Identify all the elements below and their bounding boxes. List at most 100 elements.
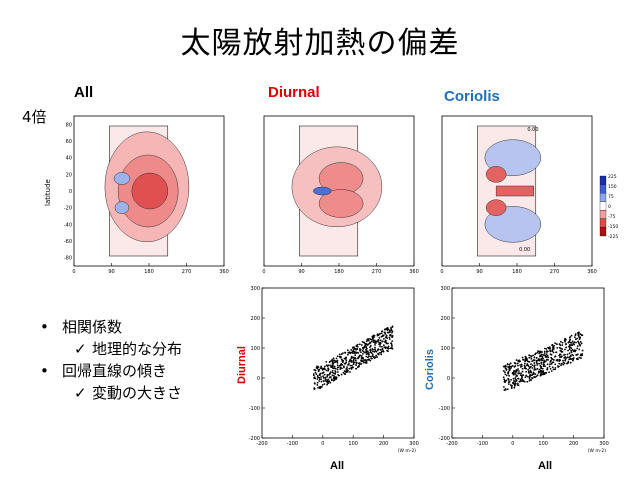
scatter-point	[533, 368, 536, 371]
colorbar-tick: 150	[608, 184, 617, 190]
scatter-point	[341, 367, 343, 370]
scatter-point	[333, 361, 336, 364]
scatter-point	[333, 365, 336, 368]
scatter-point	[526, 380, 529, 383]
scatter-point	[317, 386, 319, 389]
scatter-point	[351, 364, 353, 367]
scatter-point	[324, 376, 326, 379]
scatter-point	[556, 359, 559, 362]
scatter-point	[380, 351, 382, 354]
y-tick-label: 80	[66, 122, 72, 128]
scatter-point	[352, 366, 355, 369]
scatter-point	[511, 364, 514, 367]
scatter-point	[362, 353, 364, 355]
scatter-point	[574, 333, 577, 335]
scatter-point	[355, 367, 358, 370]
scatter-point	[366, 338, 369, 341]
scatter-point	[504, 365, 507, 368]
scatter-point	[510, 387, 513, 390]
scatter-point	[375, 340, 378, 343]
scatter-point	[331, 374, 334, 377]
scatter-point	[560, 347, 562, 350]
scatter-point	[387, 347, 389, 349]
scatter-point	[335, 377, 338, 380]
scatter-point	[325, 380, 328, 383]
scatter-point	[360, 356, 363, 359]
scatter-point	[339, 356, 342, 359]
scatter-point	[523, 365, 526, 368]
scatter-point	[363, 346, 366, 349]
unit-label: (W m-2)	[398, 448, 417, 454]
scatter-point	[345, 371, 348, 374]
scatter-point	[565, 346, 568, 349]
scatter-point	[522, 380, 525, 382]
scatter-point	[389, 330, 391, 333]
scatter-point	[527, 360, 529, 363]
scatter-point	[315, 373, 318, 376]
scatter-point	[576, 345, 579, 348]
scatter-point	[568, 358, 571, 361]
y-tick-label: 20	[66, 172, 72, 178]
scatter-point	[572, 357, 575, 359]
scatter-point	[530, 379, 533, 381]
y-tick-label: 40	[66, 156, 72, 162]
scatter-point	[527, 368, 530, 371]
scatter-point	[543, 372, 546, 375]
scatter-point	[517, 384, 520, 387]
scatter-point	[338, 374, 340, 377]
scatter-point	[552, 346, 555, 349]
scatter-point	[564, 337, 566, 340]
scatter-point	[509, 384, 512, 386]
scatter-point	[373, 334, 376, 337]
scatter-point	[502, 370, 505, 372]
scatter-point	[535, 357, 538, 359]
scatter-point	[530, 355, 533, 358]
bullet-1: 相関係数	[62, 318, 123, 336]
scatter-point	[573, 336, 576, 338]
scatter-point	[389, 333, 392, 336]
scatter-point	[324, 379, 327, 381]
scatter-point	[551, 366, 554, 369]
scatter-point	[566, 356, 569, 359]
scatter-point	[357, 365, 360, 367]
scatter-point	[375, 354, 378, 357]
scatter-point	[569, 358, 572, 360]
scatter-point	[349, 359, 351, 362]
scatter-point	[543, 347, 546, 350]
colorbar-cell	[599, 218, 607, 228]
check-icon: ✓	[74, 384, 87, 402]
scatter-point	[388, 336, 391, 339]
scatter-point	[578, 348, 581, 351]
scatter-point	[567, 349, 569, 352]
scatter-point	[530, 357, 533, 360]
scatter-point	[331, 358, 334, 361]
scatter-point	[381, 347, 384, 350]
scatter-point	[352, 363, 355, 366]
scatter-point	[523, 367, 526, 370]
scatter-point	[548, 363, 551, 366]
scatter-point	[540, 353, 543, 356]
scatter-point	[371, 353, 374, 356]
scatter-point	[507, 383, 510, 385]
scatter-point	[542, 373, 544, 376]
scatter-point	[343, 366, 345, 369]
scatter-point	[379, 348, 382, 351]
colorbar-tick: -150	[608, 224, 618, 230]
scatter-point	[572, 350, 575, 353]
scatter-point	[559, 355, 562, 358]
scatter-point	[525, 357, 528, 359]
x-tick-label: 0	[262, 269, 265, 275]
scatter-point	[564, 340, 566, 343]
scatter-point	[346, 366, 348, 369]
scatter-point	[503, 389, 506, 391]
scatter-point	[316, 378, 319, 380]
colorbar-tick: 0	[608, 204, 611, 210]
scatter-point	[338, 353, 341, 356]
scatter-point	[328, 364, 330, 367]
scatter-point	[554, 368, 556, 371]
scatter-point	[354, 359, 357, 362]
bullet-1-sub: 地理的な分布	[92, 340, 183, 358]
scatter-point	[553, 359, 555, 361]
scatter-point	[329, 375, 332, 378]
scatter-point	[516, 382, 519, 385]
